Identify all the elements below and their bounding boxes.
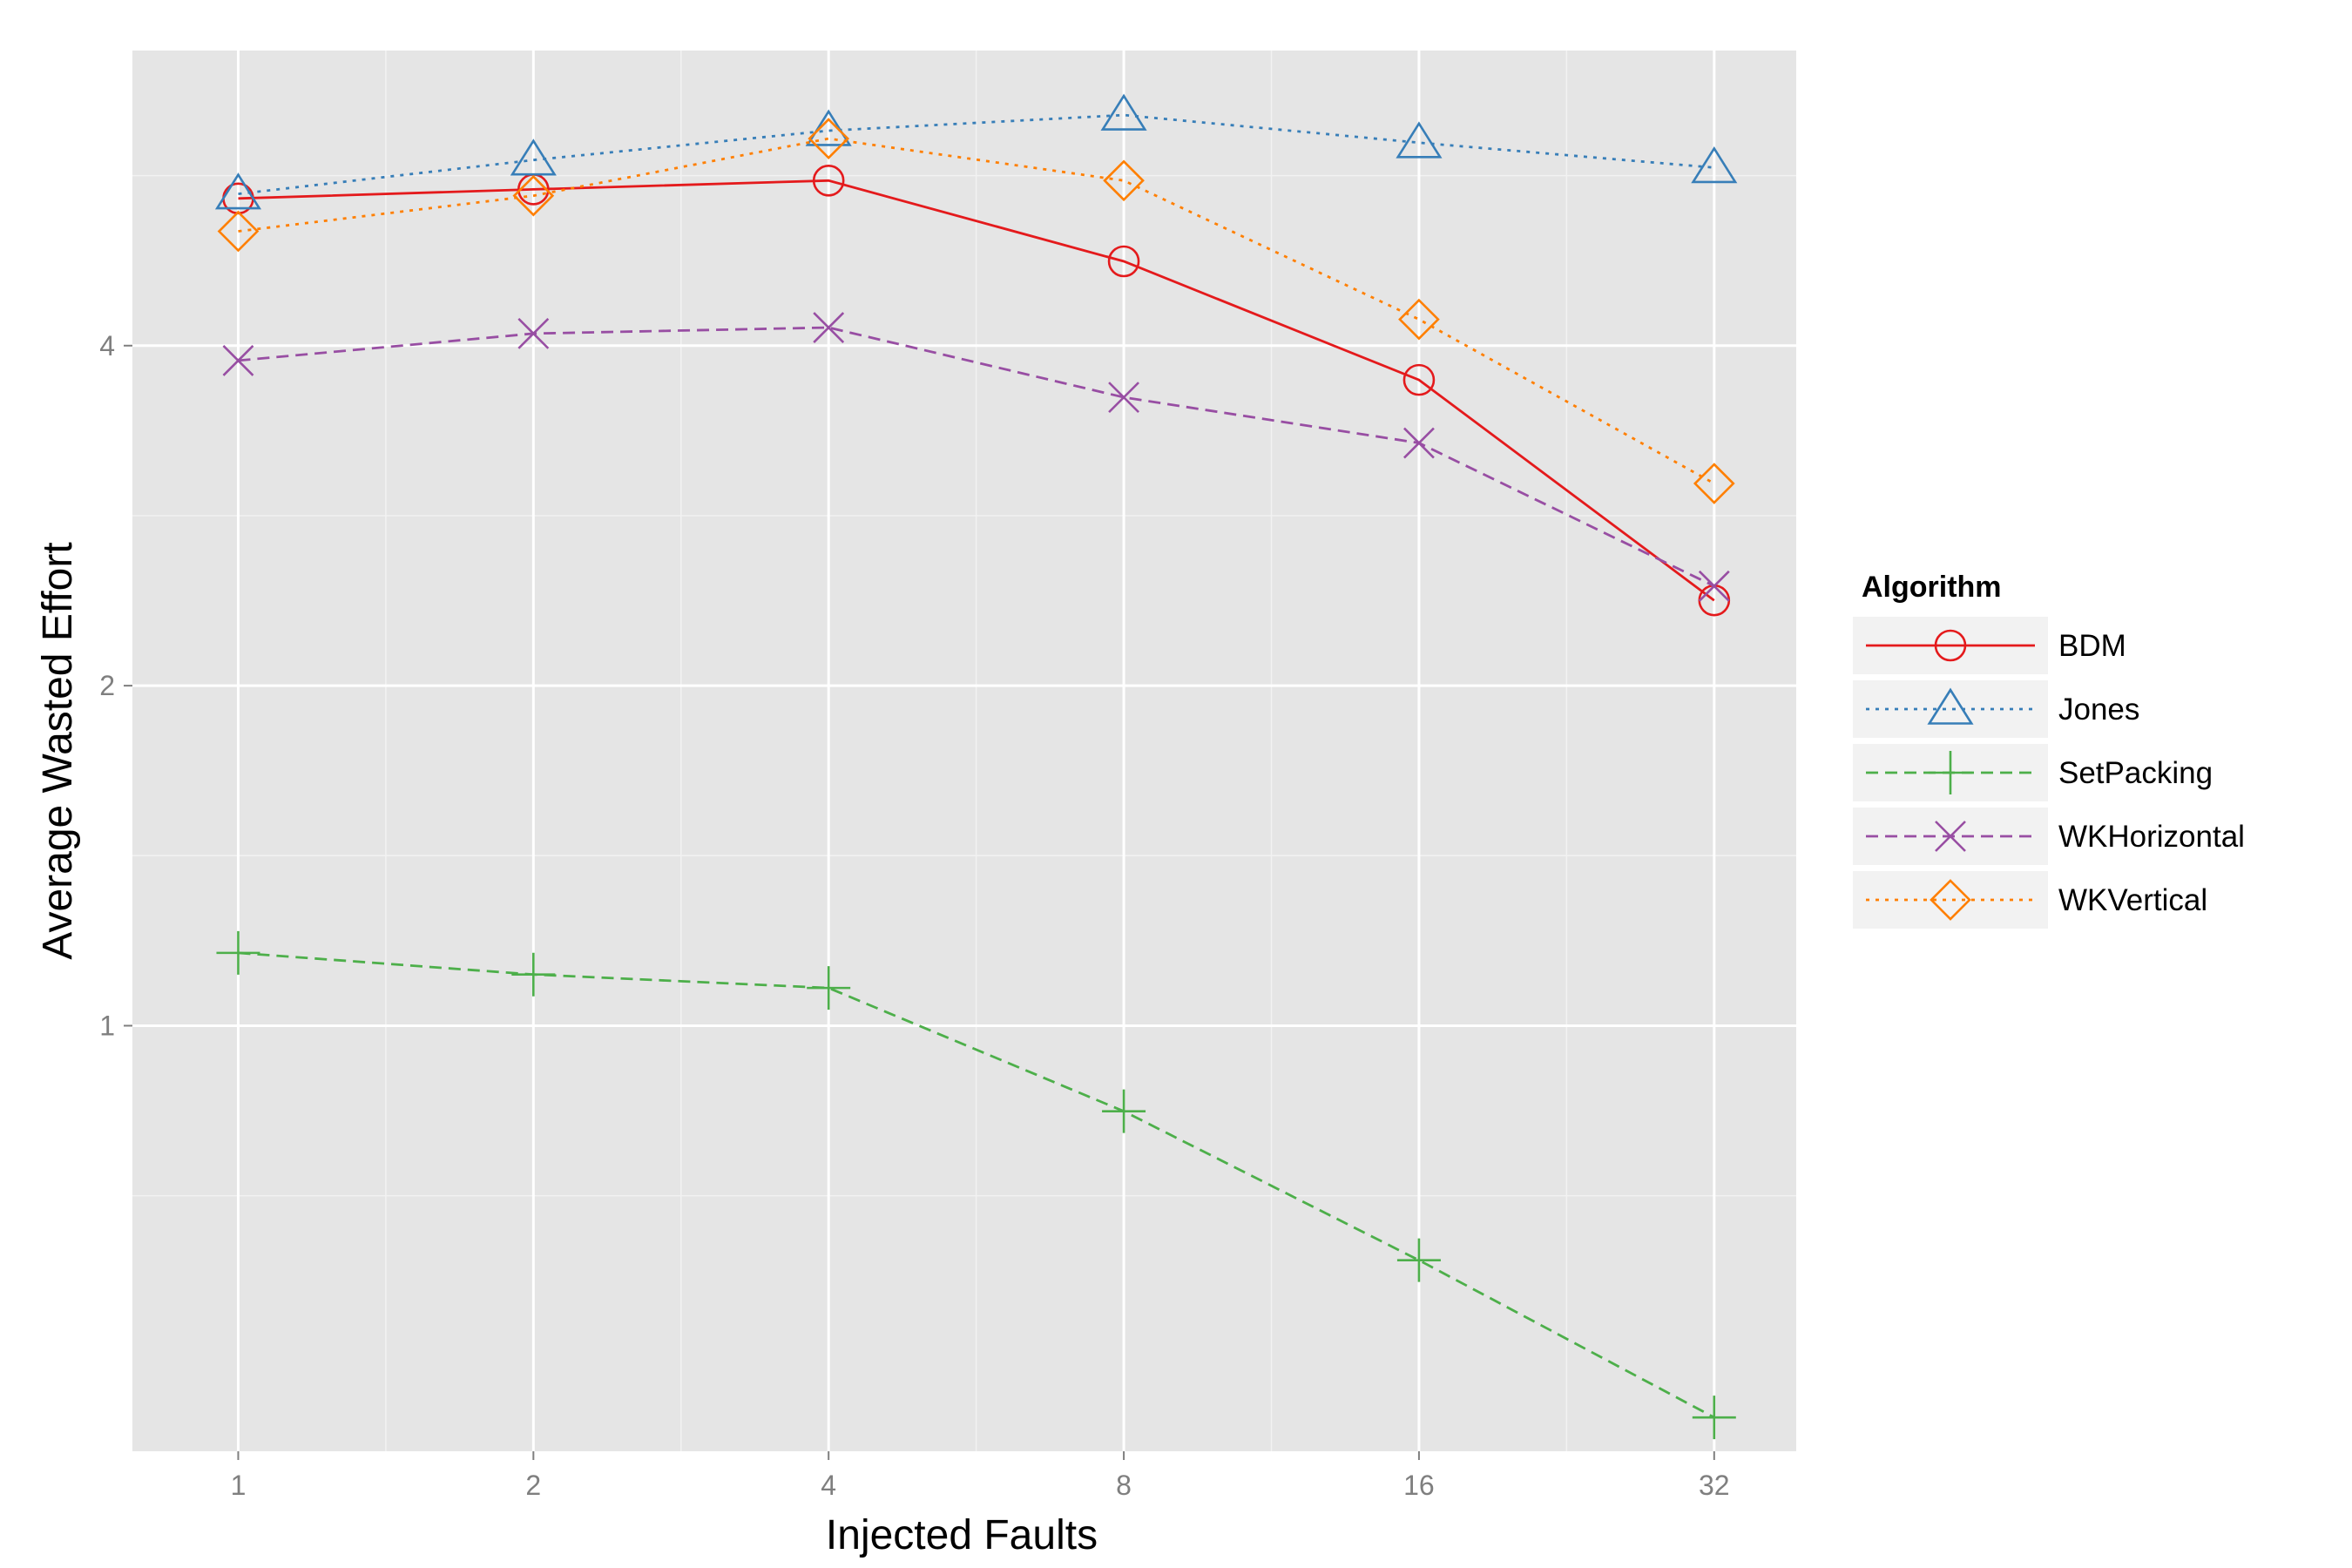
data-point-setpacking [1102, 1089, 1146, 1133]
series-wkvertical [217, 118, 1735, 504]
legend-item-jones: Jones [1853, 680, 2139, 738]
data-point-wkvertical [1398, 298, 1440, 341]
y-tick-label: 1 [99, 1010, 115, 1041]
y-axis-title: Average Wasted Effort [35, 542, 81, 959]
data-point-jones [1100, 93, 1147, 131]
legend-item-bdm: BDM [1853, 617, 2126, 674]
legend-key-marker [1935, 821, 1966, 852]
legend: Algorithm BDM Jones SetPacking WKHorizontal… [1853, 571, 2245, 929]
data-point-wkvertical [1103, 159, 1145, 202]
data-point-wkhorizontal [222, 345, 254, 376]
data-point-wkvertical [808, 118, 850, 159]
x-tick-label: 32 [1699, 1470, 1730, 1501]
plot-panel [132, 51, 1796, 1451]
data-point-setpacking [807, 966, 851, 1010]
axis-ticks: 1 2 4 8 16 32 1 2 4 [99, 330, 1729, 1501]
legend-key-marker [1930, 879, 1971, 921]
data-point-wkhorizontal [813, 312, 845, 343]
series-line-setpacking [238, 951, 1715, 1419]
legend-key-marker [1927, 687, 1974, 725]
data-point-jones [1691, 145, 1738, 184]
data-point-setpacking [216, 930, 260, 975]
y-tick-label: 4 [99, 330, 115, 362]
data-point-jones [214, 172, 262, 210]
data-point-wkhorizontal [1403, 427, 1435, 459]
data-point-wkhorizontal [1698, 570, 1730, 602]
series-setpacking [216, 930, 1736, 1440]
legend-label: BDM [2058, 629, 2126, 663]
series-jones [214, 93, 1738, 210]
x-tick-label: 2 [525, 1470, 541, 1501]
data-point-wkvertical [217, 210, 260, 253]
data-point-bdm [812, 164, 845, 197]
legend-label: WKHorizontal [2058, 820, 2245, 854]
data-point-setpacking [1692, 1396, 1736, 1440]
series-wkhorizontal [222, 312, 1730, 602]
legend-label: SetPacking [2058, 756, 2213, 790]
legend-item-wkhorizontal: WKHorizontal [1853, 808, 2245, 865]
legend-item-setpacking: SetPacking [1853, 744, 2213, 801]
x-tick-label: 1 [231, 1470, 247, 1501]
data-point-wkhorizontal [517, 317, 550, 349]
data-point-bdm [1107, 245, 1140, 278]
legend-item-wkvertical: WKVertical [1853, 871, 2207, 929]
data-point-setpacking [1396, 1238, 1441, 1282]
data-point-setpacking [511, 952, 556, 997]
legend-key-marker [1934, 629, 1967, 662]
x-tick-label: 16 [1403, 1470, 1435, 1501]
data-point-bdm [1402, 363, 1436, 396]
x-axis-title: Injected Faults [826, 1512, 1098, 1558]
series-line-bdm [238, 179, 1715, 602]
legend-key-marker [1929, 751, 1972, 794]
data-point-jones [510, 139, 557, 176]
legend-label: Jones [2058, 693, 2139, 727]
data-point-wkhorizontal [1108, 382, 1139, 414]
y-tick-label: 2 [99, 670, 115, 701]
data-point-jones [1396, 121, 1443, 159]
legend-title: Algorithm [1862, 571, 2002, 604]
x-tick-label: 4 [821, 1470, 836, 1501]
data-point-jones [805, 109, 852, 146]
minor-gridlines [132, 51, 1796, 1451]
series-layer [214, 93, 1738, 1440]
x-tick-label: 8 [1116, 1470, 1132, 1501]
major-gridlines [132, 51, 1796, 1451]
legend-label: WKVertical [2058, 883, 2207, 917]
series-line-wkhorizontal [238, 326, 1715, 588]
data-point-wkvertical [512, 174, 555, 217]
data-point-wkvertical [1693, 463, 1735, 504]
